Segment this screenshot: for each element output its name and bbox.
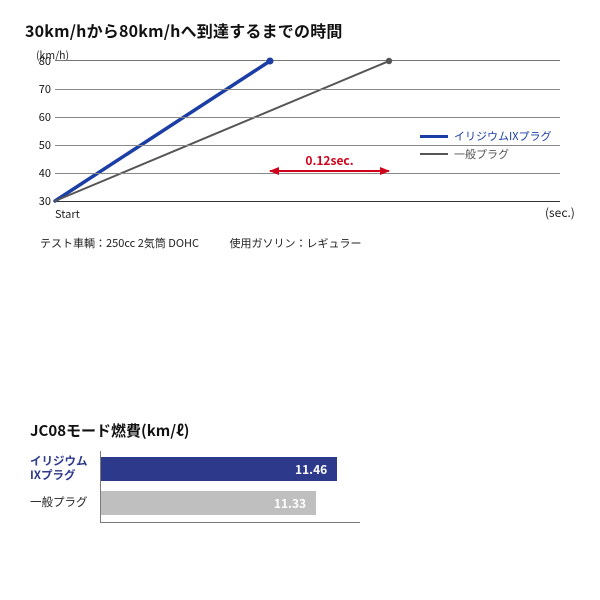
bar-fill: 11.33 bbox=[100, 491, 316, 515]
legend-label: 一般プラグ bbox=[454, 146, 509, 162]
x-unit-label: (sec.) bbox=[545, 204, 575, 221]
bar-chart: イリジウムIXプラグ11.46 一般プラグ11.33 bbox=[30, 450, 360, 523]
bar-track: 11.33 bbox=[100, 491, 360, 515]
diff-arrow bbox=[270, 170, 389, 172]
bar-axis bbox=[100, 522, 360, 523]
line-chart-title: 30km/hから80km/hへ到達するまでの時間 bbox=[25, 18, 343, 42]
chart-notes: テスト車輌：250cc 2気筒 DOHC 使用ガソリン：レギュラー bbox=[40, 235, 390, 251]
note-vehicle: テスト車輌：250cc 2気筒 DOHC bbox=[40, 235, 199, 251]
y-tick: 70 bbox=[29, 81, 51, 97]
note-fuel: 使用ガソリン：レギュラー bbox=[230, 235, 362, 251]
bar-track: 11.46 bbox=[100, 457, 360, 481]
bar-chart-title: JC08モード燃費(km/ℓ) bbox=[30, 420, 189, 441]
bar-fill: 11.46 bbox=[100, 457, 337, 481]
bar-row: 一般プラグ11.33 bbox=[30, 488, 360, 518]
y-tick: 30 bbox=[29, 193, 51, 209]
legend-label: イリジウムIXプラグ bbox=[454, 128, 552, 144]
bar-category: イリジウムIXプラグ bbox=[30, 455, 100, 483]
legend-swatch bbox=[420, 153, 448, 155]
bar-row: イリジウムIXプラグ11.46 bbox=[30, 454, 360, 484]
page: 30km/hから80km/hへ到達するまでの時間 (km/h) 30405060… bbox=[0, 0, 600, 600]
y-tick: 50 bbox=[29, 137, 51, 153]
legend-item: 一般プラグ bbox=[420, 146, 509, 162]
x-start-label: Start bbox=[55, 206, 80, 222]
y-tick: 40 bbox=[29, 165, 51, 181]
bar-category: 一般プラグ bbox=[30, 496, 100, 510]
legend-swatch bbox=[420, 135, 448, 138]
diff-label: 0.12sec. bbox=[270, 152, 389, 169]
legend-item: イリジウムIXプラグ bbox=[420, 128, 552, 144]
y-tick: 80 bbox=[29, 53, 51, 69]
y-tick: 60 bbox=[29, 109, 51, 125]
